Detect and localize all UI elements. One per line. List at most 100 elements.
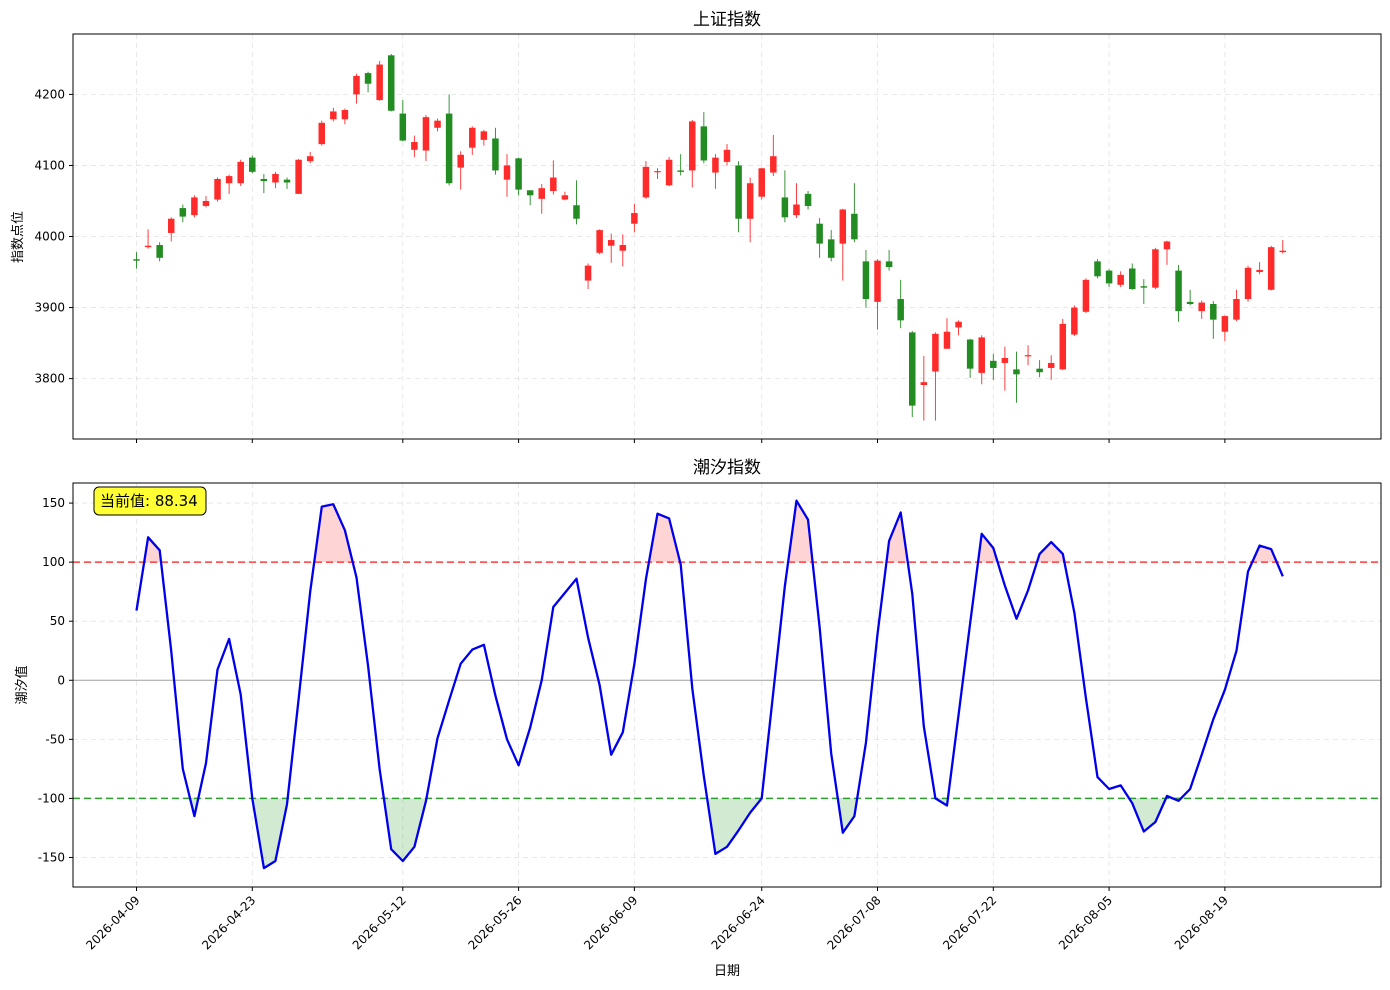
candle: [990, 353, 997, 381]
candle-body: [943, 331, 951, 349]
candle-body: [955, 321, 962, 328]
candle: [758, 167, 765, 200]
candle-body: [272, 173, 279, 183]
candle: [469, 126, 476, 155]
tide-x-ticks: 2026-04-09 2026-04-23 2026-05-12 2026-05-26…: [83, 887, 1231, 952]
candle-body: [793, 204, 800, 216]
candle: [1001, 346, 1009, 391]
candle: [816, 218, 823, 258]
candle-body: [237, 161, 244, 184]
candle-body: [422, 117, 430, 151]
tide-x-tick-label: 2026-05-26: [465, 893, 524, 952]
candle: [943, 318, 951, 349]
candle: [179, 204, 187, 223]
candle-body: [781, 197, 789, 218]
candle: [295, 159, 302, 194]
oversold-fill: [383, 798, 427, 861]
candle-body: [1071, 307, 1078, 335]
candle-body: [526, 190, 534, 196]
candle: [1256, 262, 1263, 275]
candle: [1128, 263, 1136, 290]
candle: [723, 144, 731, 166]
candle: [735, 161, 742, 233]
candle: [1279, 240, 1287, 254]
candle: [920, 355, 928, 421]
candle: [793, 183, 800, 219]
candlestick-y-tick-label: 3900: [34, 301, 65, 315]
candle: [839, 208, 847, 281]
tide-x-tick-label: 2026-06-09: [581, 893, 640, 952]
candle-body: [457, 154, 464, 168]
candle-body: [411, 142, 418, 150]
candle-body: [330, 111, 337, 120]
candle-body: [1256, 269, 1263, 273]
candle: [770, 134, 777, 177]
candle-body: [341, 110, 349, 120]
candle-body: [654, 171, 661, 173]
candle-body: [573, 205, 580, 219]
candlestick-y-axis-label: 指数点位: [11, 211, 26, 263]
candle: [689, 119, 696, 188]
candle: [341, 108, 349, 125]
candlestick-y-tick-label: 3800: [34, 372, 65, 386]
current-value-annotation: 当前值: 88.34: [93, 486, 207, 516]
candle-body: [978, 337, 985, 373]
candle-body: [144, 245, 152, 248]
candle: [353, 73, 360, 104]
candle: [1094, 259, 1101, 279]
candle-body: [839, 209, 847, 244]
tide-y-tick-label: 150: [42, 496, 65, 510]
oversold-fill: [707, 798, 762, 854]
candle-body: [932, 333, 939, 372]
candle: [804, 191, 812, 210]
candle: [1267, 245, 1275, 291]
candlestick-grid: [73, 34, 1381, 439]
candle-body: [1094, 261, 1101, 277]
candle: [631, 203, 638, 233]
candle-body: [376, 64, 383, 101]
candle: [561, 191, 569, 201]
candle: [318, 120, 326, 146]
candle-body: [133, 259, 140, 261]
tide-x-tick-label: 2026-08-19: [1172, 893, 1231, 952]
candle-body: [515, 158, 522, 190]
candle-body: [665, 159, 673, 186]
overbought-fill: [648, 513, 681, 563]
candle-body: [909, 332, 916, 406]
candle-body: [306, 156, 314, 162]
candle: [225, 174, 233, 194]
candle: [1175, 264, 1182, 322]
candle: [133, 252, 140, 269]
tide-y-axis-label: 潮汐值: [14, 665, 30, 704]
candle: [214, 177, 221, 202]
candle-body: [1024, 355, 1032, 357]
candle-body: [816, 223, 823, 244]
candle: [1024, 345, 1032, 366]
candle: [399, 100, 407, 142]
tide-chart-title: 潮汐指数: [693, 458, 761, 478]
candle: [1036, 360, 1043, 378]
candle-body: [700, 126, 708, 161]
candle-body: [1105, 270, 1113, 284]
candle-body: [874, 260, 881, 302]
candlestick-y-tick-label: 4200: [34, 87, 65, 101]
tide-plot-frame: [72, 482, 1382, 888]
current-value-box: [93, 486, 207, 516]
candle: [167, 217, 175, 242]
tide-y-tick-label: -150: [38, 850, 65, 864]
candle-body: [1186, 301, 1194, 304]
candle-body: [1163, 241, 1171, 250]
candle-body: [503, 165, 511, 180]
candle-body: [770, 156, 777, 173]
candle-body: [364, 73, 372, 84]
candle: [654, 168, 661, 179]
candle: [515, 157, 522, 196]
candle-body: [1198, 302, 1205, 312]
candle-body: [1013, 369, 1020, 375]
candle-body: [758, 168, 765, 197]
candle: [1152, 247, 1159, 290]
tide-panel: 潮汐指数 潮汐值 日期 -150 -100 -50 0 50 100 150 2026-04…: [14, 458, 1382, 979]
tide-x-tick-label: 2026-06-24: [709, 893, 768, 952]
candle: [862, 250, 870, 308]
